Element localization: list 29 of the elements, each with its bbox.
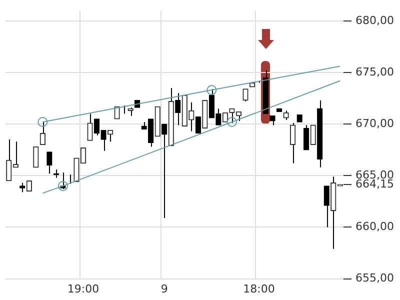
candlestick	[148, 118, 154, 148]
y-tick-label: 660,00	[356, 220, 394, 234]
candlestick	[175, 92, 181, 126]
point	[226, 117, 237, 128]
candlestick	[242, 88, 248, 102]
candlestick	[283, 110, 289, 120]
y-tick-label: 680,00	[356, 14, 394, 27]
candlestick	[195, 116, 201, 134]
candlestick	[310, 124, 316, 146]
candlestick	[114, 106, 120, 120]
point	[58, 180, 68, 191]
candlestick	[324, 185, 330, 228]
candlestick	[304, 124, 310, 150]
y-tick-label: 670,00	[356, 116, 394, 130]
point	[206, 85, 217, 96]
candlestick	[20, 182, 26, 193]
point	[38, 117, 48, 128]
candlestick	[290, 122, 296, 164]
candlestick	[40, 122, 46, 146]
candlestick	[33, 146, 39, 168]
candlestick	[270, 115, 276, 126]
x-tick-label: 9	[160, 282, 168, 296]
candlestick	[46, 151, 52, 174]
candlestick	[26, 180, 32, 192]
x-tick-label: 19:00	[67, 282, 100, 296]
x-tick-label: 18:00	[243, 282, 275, 296]
candlestick	[162, 124, 168, 218]
y-tick-label: 675,00	[356, 65, 394, 78]
y-tick-label: 655,00	[356, 272, 394, 285]
